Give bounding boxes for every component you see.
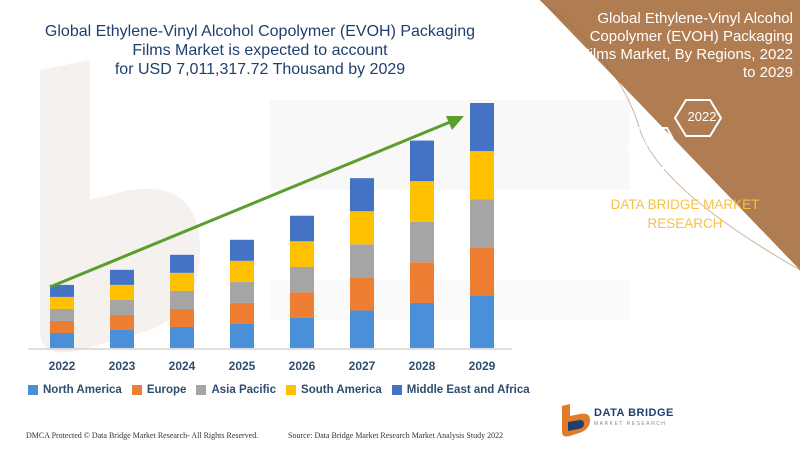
x-tick-label-2029: 2029 [469, 359, 496, 373]
chart-title: Global Ethylene-Vinyl Alcohol Copolymer … [20, 22, 500, 79]
brand-line-1: DATA BRIDGE MARKET [610, 197, 760, 212]
side-title-line-3: Films Market, By Regions, 2022 [580, 46, 793, 63]
bar-segment-asia-pacific-2025 [230, 281, 254, 303]
bar-segment-middle-east-and-africa-2023 [110, 269, 134, 285]
bar-segment-south-america-2023 [110, 284, 134, 300]
bar-segment-asia-pacific-2026 [290, 266, 314, 293]
bar-segment-middle-east-and-africa-2027 [350, 178, 374, 212]
bar-segment-middle-east-and-africa-2022 [50, 284, 74, 297]
footer-source: Source: Data Bridge Market Research Mark… [288, 431, 504, 440]
bar-segment-north-america-2026 [290, 317, 314, 348]
bar-segment-north-america-2029 [470, 295, 494, 348]
bar-segment-north-america-2022 [50, 332, 74, 348]
bar-segment-south-america-2029 [470, 151, 494, 200]
title-line-1: Global Ethylene-Vinyl Alcohol Copolymer … [44, 23, 476, 40]
legend-swatch-europe [131, 385, 142, 395]
side-title-line-4: to 2029 [742, 64, 793, 81]
legend-item-asia-pacific: Asia Pacific [196, 384, 276, 396]
x-tick-label-2026: 2026 [289, 359, 316, 373]
bar-segment-north-america-2025 [230, 323, 254, 348]
trend-arrow-head-icon [446, 116, 464, 130]
bar-segment-middle-east-and-africa-2028 [410, 140, 434, 182]
bar-segment-south-america-2028 [410, 181, 434, 222]
bar-segment-north-america-2028 [410, 302, 434, 348]
bar-segment-europe-2023 [110, 314, 134, 330]
legend-label-asia-pacific: Asia Pacific [211, 384, 277, 396]
bar-segment-asia-pacific-2022 [50, 308, 74, 321]
legend-item-north-america: North America [28, 384, 122, 396]
legend-item-middle-east-africa: Middle East and Africa [391, 384, 530, 396]
legend-swatch-south-america [286, 385, 297, 395]
hexagon-2029-icon [626, 127, 680, 169]
x-tick-label-2025: 2025 [229, 359, 256, 373]
side-panel-title: Global Ethylene-Vinyl Alcohol Copolymer … [563, 10, 793, 82]
bar-segment-south-america-2022 [50, 296, 74, 309]
chart-legend: North America Europe Asia Pacific South … [28, 384, 530, 396]
legend-label-europe: Europe [146, 384, 187, 396]
legend-item-south-america: South America [286, 384, 382, 396]
hexagon-2029-label: 2029 [641, 139, 671, 154]
bar-segment-north-america-2027 [350, 310, 374, 348]
logo-name: DATA BRIDGE [594, 407, 674, 419]
bar-segment-asia-pacific-2023 [110, 299, 134, 315]
x-tick-label-2027: 2027 [349, 359, 376, 373]
bar-segment-south-america-2027 [350, 211, 374, 245]
bar-segment-middle-east-and-africa-2029 [470, 103, 494, 152]
legend-swatch-asia-pacific [196, 385, 207, 395]
bar-segment-europe-2025 [230, 302, 254, 324]
bar-segment-middle-east-and-africa-2026 [290, 215, 314, 242]
brand-line-2: RESEARCH [647, 216, 723, 231]
bar-segment-europe-2026 [290, 292, 314, 318]
bar-segment-asia-pacific-2027 [350, 244, 374, 278]
bar-segment-north-america-2023 [110, 329, 134, 348]
legend-swatch-north-america [28, 385, 38, 395]
footer-copyright: DMCA Protected © Data Bridge Market Rese… [26, 431, 259, 440]
bar-segment-europe-2028 [410, 262, 434, 303]
x-tick-label-2024: 2024 [169, 359, 196, 373]
side-title-line-2: Copolymer (EVOH) Packaging [589, 28, 793, 45]
bar-segment-south-america-2024 [170, 272, 194, 291]
legend-label-middle-east-africa: Middle East and Africa [406, 384, 530, 396]
hexagon-2022-icon [673, 99, 723, 137]
legend-label-north-america: North America [43, 384, 122, 396]
logo-subtitle: MARKET RESEARCH [594, 421, 667, 427]
title-line-3: for USD 7,011,317.72 Thousand by 2029 [114, 61, 406, 78]
legend-item-europe: Europe [131, 384, 187, 396]
data-bridge-logo-icon [562, 404, 590, 437]
bar-segment-europe-2022 [50, 320, 74, 333]
brand-name: DATA BRIDGE MARKET RESEARCH [600, 195, 770, 233]
bar-segment-europe-2024 [170, 308, 194, 327]
side-title-line-1: Global Ethylene-Vinyl Alcohol [597, 10, 793, 27]
bar-segment-asia-pacific-2029 [470, 199, 494, 248]
legend-swatch-middle-east-africa [391, 385, 402, 395]
title-line-2: Films Market is expected to account [132, 42, 388, 59]
x-tick-label-2023: 2023 [109, 359, 136, 373]
bar-segment-south-america-2026 [290, 241, 314, 267]
x-tick-label-2022: 2022 [49, 359, 76, 373]
bar-segment-south-america-2025 [230, 260, 254, 282]
bar-segment-europe-2029 [470, 247, 494, 296]
bar-segment-north-america-2024 [170, 326, 194, 348]
x-tick-label-2028: 2028 [409, 359, 436, 373]
bar-segment-middle-east-and-africa-2025 [230, 239, 254, 261]
bar-segment-asia-pacific-2028 [410, 221, 434, 263]
bar-segment-europe-2027 [350, 277, 374, 311]
bar-segment-asia-pacific-2024 [170, 290, 194, 309]
bar-segment-middle-east-and-africa-2024 [170, 254, 194, 273]
trend-arrow-line [49, 118, 456, 289]
legend-label-south-america: South America [301, 384, 382, 396]
hexagon-2022-label: 2022 [687, 109, 717, 124]
